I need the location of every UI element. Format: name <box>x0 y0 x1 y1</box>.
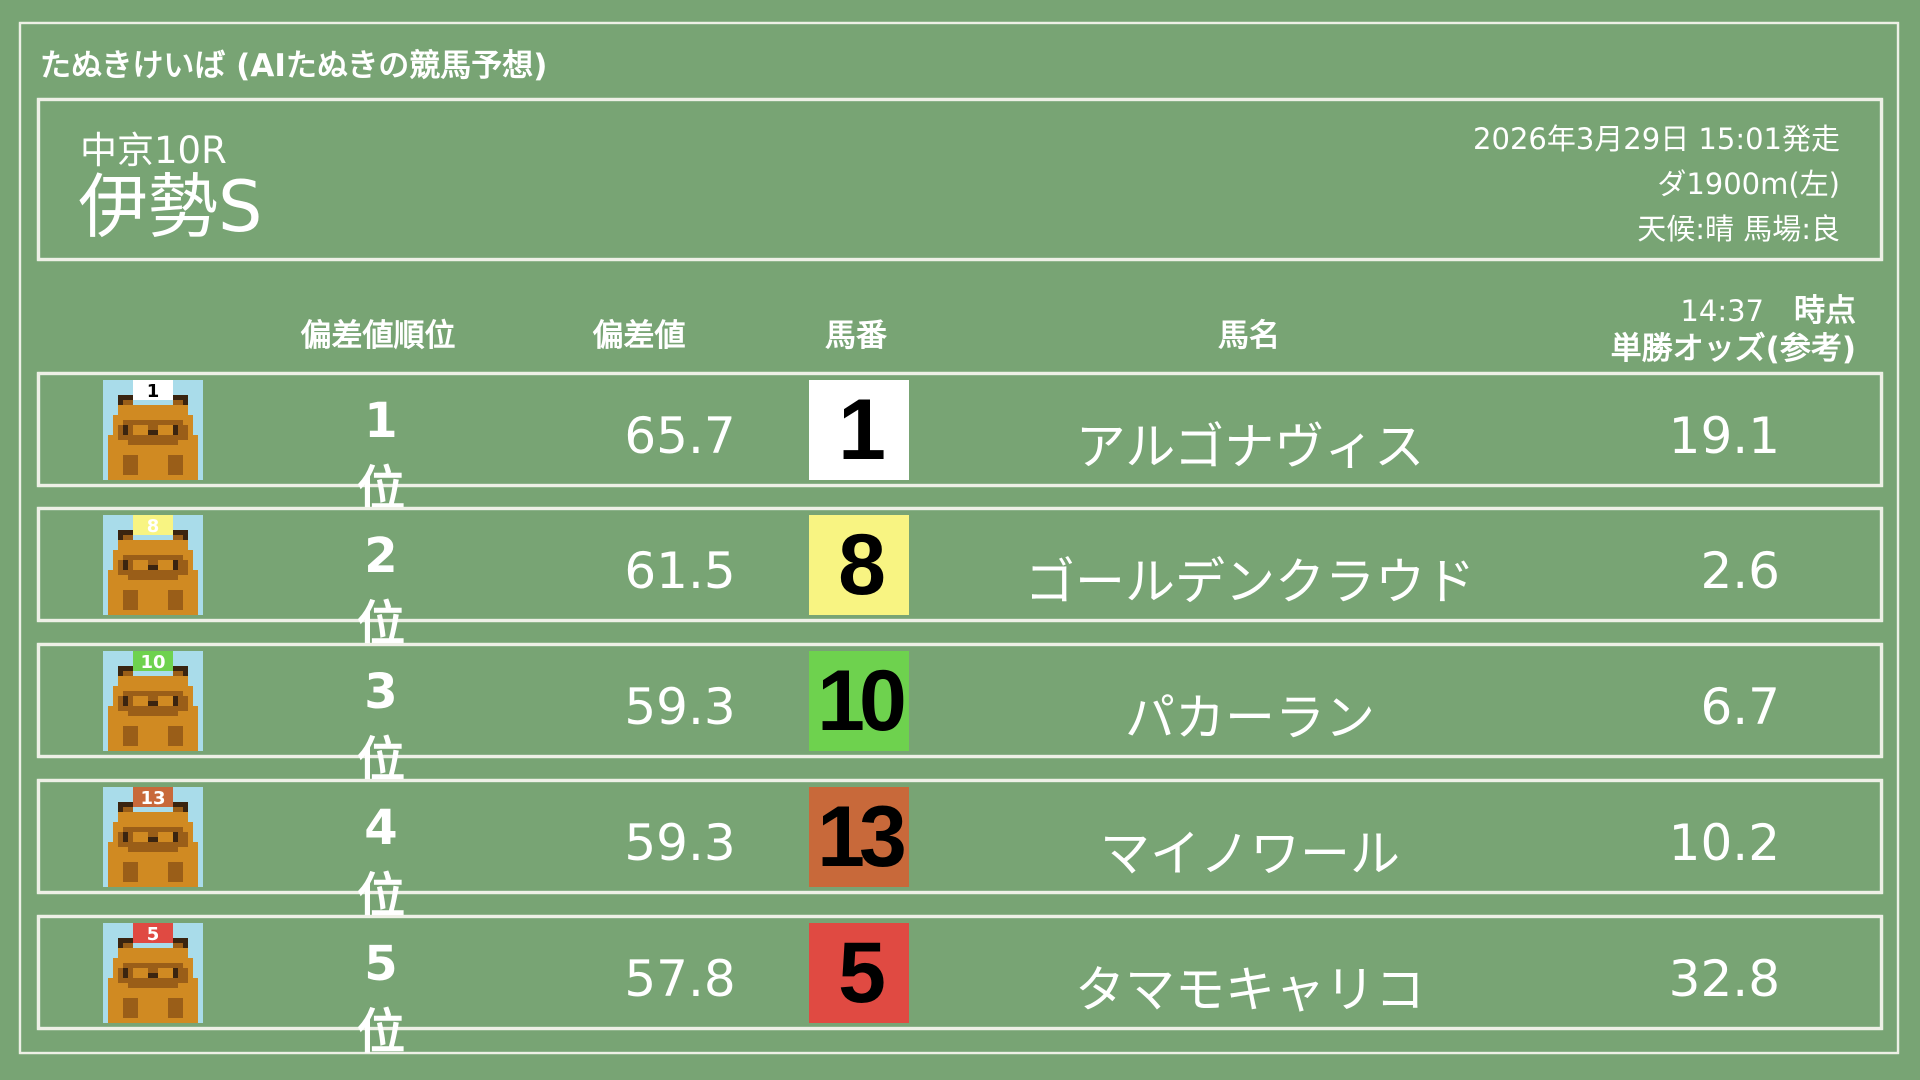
tanuki-icon: 5 <box>103 923 203 1023</box>
race-start-time: 2026年3月29日 15:01発走 <box>1473 122 1840 156</box>
race-conditions: 天候:晴 馬場:良 <box>1637 212 1840 246</box>
win-odds: 2.6 <box>1700 542 1780 600</box>
horse-number-badge: 13 <box>809 787 909 887</box>
win-odds: 10.2 <box>1668 814 1780 872</box>
deviation-score: 59.3 <box>624 814 736 872</box>
rank: 4位 <box>356 800 405 924</box>
horse-name: パカーラン <box>1125 689 1375 747</box>
tanuki-icon: 8 <box>103 515 203 615</box>
header-odds: 14:37 時点 単勝オッズ(参考) <box>1611 292 1856 368</box>
race-course: ダ1900m(左) <box>1657 167 1840 201</box>
header-number: 馬番 <box>825 318 887 354</box>
win-odds: 6.7 <box>1700 678 1780 736</box>
win-odds: 32.8 <box>1668 950 1780 1008</box>
odds-label: 単勝オッズ(参考) <box>1610 331 1856 367</box>
ranking-row: 13 4位 59.3 13 マイノワール 10.2 <box>37 779 1883 924</box>
horse-number-badge: 1 <box>809 380 909 480</box>
horse-name: マイノワール <box>1100 825 1400 883</box>
odds-time-suffix: 時点 <box>1794 293 1856 329</box>
cap-number: 5 <box>147 924 160 945</box>
race-name: 伊勢S <box>78 166 263 248</box>
rank: 2位 <box>356 528 405 652</box>
deviation-score: 61.5 <box>624 542 736 600</box>
tanuki-icon: 10 <box>103 651 203 751</box>
deviation-score: 65.7 <box>624 407 736 465</box>
horse-name: ゴールデンクラウド <box>1025 553 1475 611</box>
rank: 3位 <box>356 664 405 788</box>
app-title: たぬきけいば (AIたぬきの競馬予想) <box>40 48 548 84</box>
header-horse: 馬名 <box>1218 318 1280 354</box>
header-score: 偏差値 <box>592 318 686 354</box>
horse-number-badge: 8 <box>809 515 909 615</box>
header-rank: 偏差値順位 <box>300 318 456 354</box>
cap-number: 8 <box>147 516 160 537</box>
deviation-score: 59.3 <box>624 678 736 736</box>
win-odds: 19.1 <box>1668 407 1780 465</box>
outer-frame <box>19 22 1899 1054</box>
ranking-row: 5 5位 57.8 5 タマモキャリコ 32.8 <box>37 915 1883 1060</box>
horse-name: タマモキャリコ <box>1075 961 1425 1019</box>
cap-number: 1 <box>147 381 160 402</box>
tanuki-icon: 13 <box>103 787 203 887</box>
ranking-row: 10 3位 59.3 10 パカーラン 6.7 <box>37 643 1883 788</box>
horse-name: アルゴナヴィス <box>1075 418 1425 476</box>
cap-number: 10 <box>140 652 165 673</box>
deviation-score: 57.8 <box>624 950 736 1008</box>
rank: 5位 <box>356 936 405 1060</box>
ranking-row: 8 2位 61.5 8 ゴールデンクラウド 2.6 <box>37 507 1883 652</box>
race-info-box <box>37 98 1883 261</box>
cap-number: 13 <box>140 788 165 809</box>
horse-number-badge: 10 <box>809 651 909 751</box>
race-venue-round: 中京10R <box>80 129 227 172</box>
ranking-row: 1 1位 65.7 1 アルゴナヴィス 19.1 <box>37 372 1883 517</box>
horse-number-badge: 5 <box>809 923 909 1023</box>
tanuki-icon: 1 <box>103 380 203 480</box>
rank: 1位 <box>356 393 405 517</box>
odds-time: 14:37 <box>1680 294 1764 328</box>
